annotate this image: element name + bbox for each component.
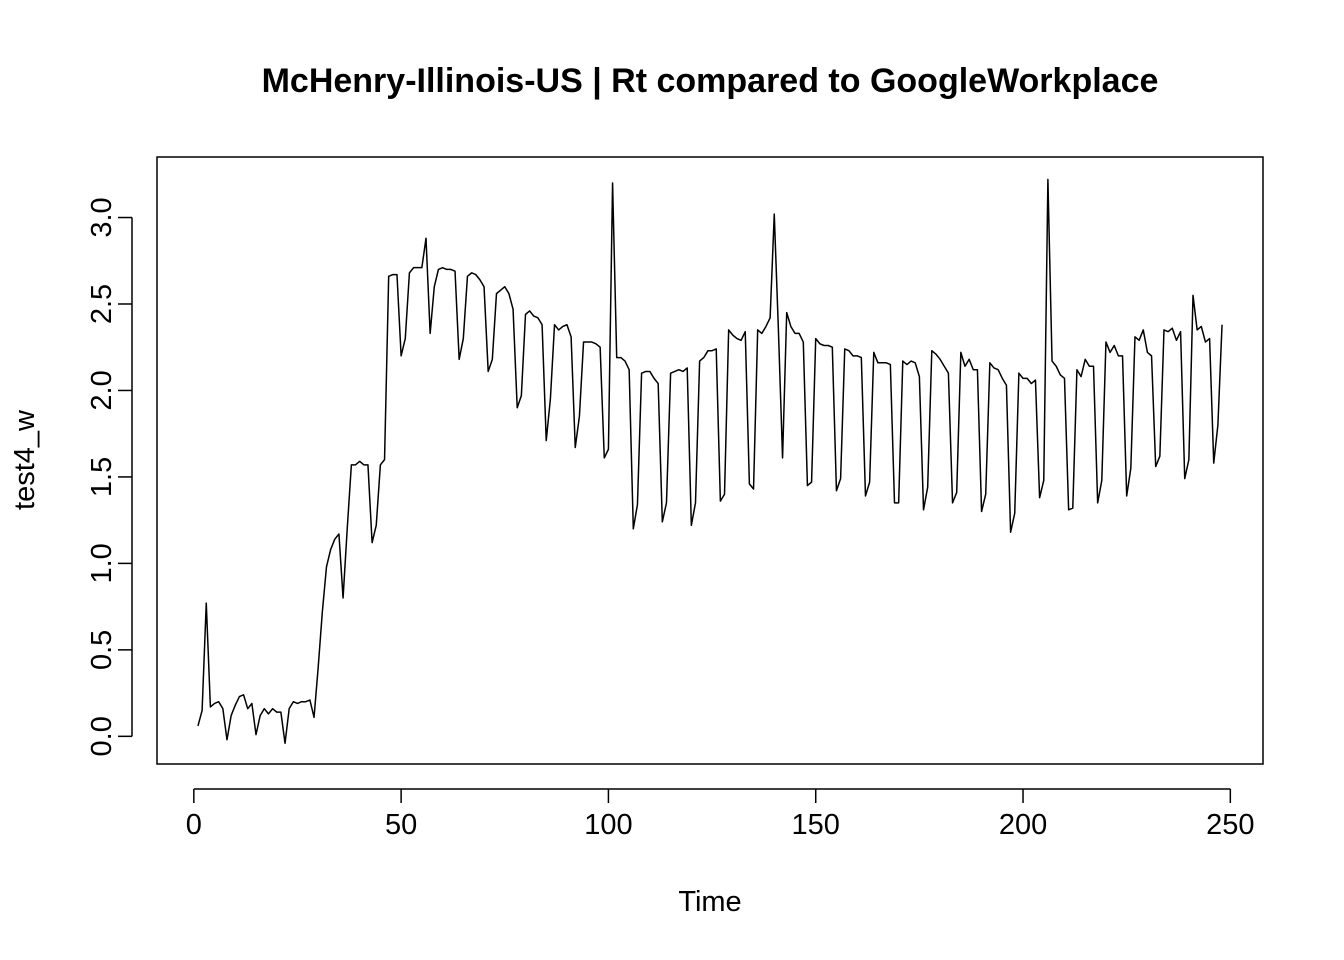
x-tick-label: 0 (186, 809, 202, 841)
x-tick-label: 250 (1206, 809, 1254, 841)
y-tick-label: 1.0 (86, 543, 118, 583)
x-axis-label: Time (678, 886, 741, 918)
y-axis: 0.0 0.5 1.0 1.5 2.0 2.5 3.0 (86, 197, 133, 756)
y-tick-label: 2.0 (86, 370, 118, 410)
y-tick-label: 2.5 (86, 284, 118, 324)
y-axis-label: test4_w (9, 409, 41, 510)
y-tick-label: 0.0 (86, 716, 118, 756)
y-tick-label: 0.5 (86, 630, 118, 670)
plot-frame (156, 156, 1264, 765)
x-axis: 0 50 100 150 200 250 (186, 788, 1255, 841)
x-tick-label: 150 (792, 809, 840, 841)
x-tick-label: 50 (385, 809, 417, 841)
y-tick-label: 1.5 (86, 457, 118, 497)
x-tick-label: 100 (584, 809, 632, 841)
chart-title: McHenry-Illinois-US | Rt compared to Goo… (262, 62, 1159, 100)
series-line (197, 178, 1223, 744)
y-tick-label: 3.0 (86, 197, 118, 237)
x-tick-label: 200 (999, 809, 1047, 841)
